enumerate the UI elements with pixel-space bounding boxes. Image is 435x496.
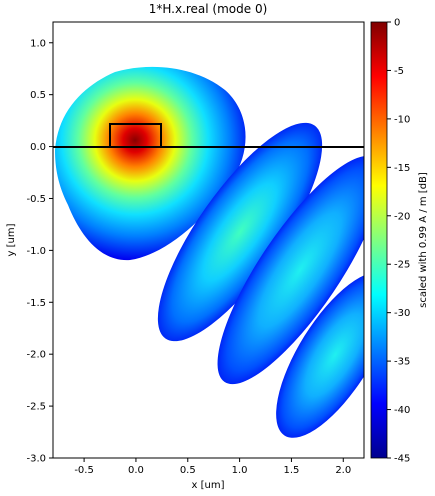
x-tick-label: -0.5 [74, 465, 94, 476]
x-tick-label: 1.0 [232, 465, 248, 476]
x-tick-label: 0.5 [180, 465, 196, 476]
x-tick-label: 1.5 [283, 465, 299, 476]
y-tick-label: -2.5 [26, 402, 46, 413]
field-lobe [217, 155, 364, 385]
y-tick-label: -3.0 [26, 454, 46, 465]
y-tick-label: -1.5 [26, 298, 46, 309]
plot-frame [52, 21, 365, 459]
y-tick-label: -0.5 [26, 194, 46, 205]
colorbar-tick-label: -35 [394, 357, 410, 368]
x-tick-label: 2.0 [335, 465, 351, 476]
y-tick-label: 0.5 [30, 90, 46, 101]
colorbar-tick-label: -45 [394, 454, 410, 465]
y-tick-label: 0.0 [30, 142, 46, 153]
colorbar-label: scaled with 0.99 A / m [dB] [418, 172, 429, 308]
y-axis-label: y [um] [6, 223, 17, 256]
field-lobe [157, 122, 323, 342]
colorbar-tick-label: -5 [394, 66, 404, 77]
colorbar [370, 21, 388, 459]
field-lobe [55, 66, 246, 261]
colorbar-tick-label: -20 [394, 211, 410, 222]
y-tick-label: -2.0 [26, 350, 46, 361]
colorbar-tick-label: -40 [394, 405, 410, 416]
colorbar-tick-label: 0 [394, 18, 400, 29]
colorbar-tick-label: -25 [394, 260, 410, 271]
chart-title: 1*H.x.real (mode 0) [149, 2, 268, 16]
field [53, 66, 364, 438]
field-lobe [276, 272, 364, 438]
waveguide-outline [109, 123, 162, 148]
y-tick-label: -1.0 [26, 246, 46, 257]
x-tick-label: 0.0 [128, 465, 144, 476]
colorbar-tick-label: -10 [394, 114, 410, 125]
colorbar-tick-label: -30 [394, 308, 410, 319]
colorbar-tick-label: -15 [394, 163, 410, 174]
x-axis-label: x [um] [192, 480, 225, 491]
y-tick-label: 1.0 [30, 38, 46, 49]
